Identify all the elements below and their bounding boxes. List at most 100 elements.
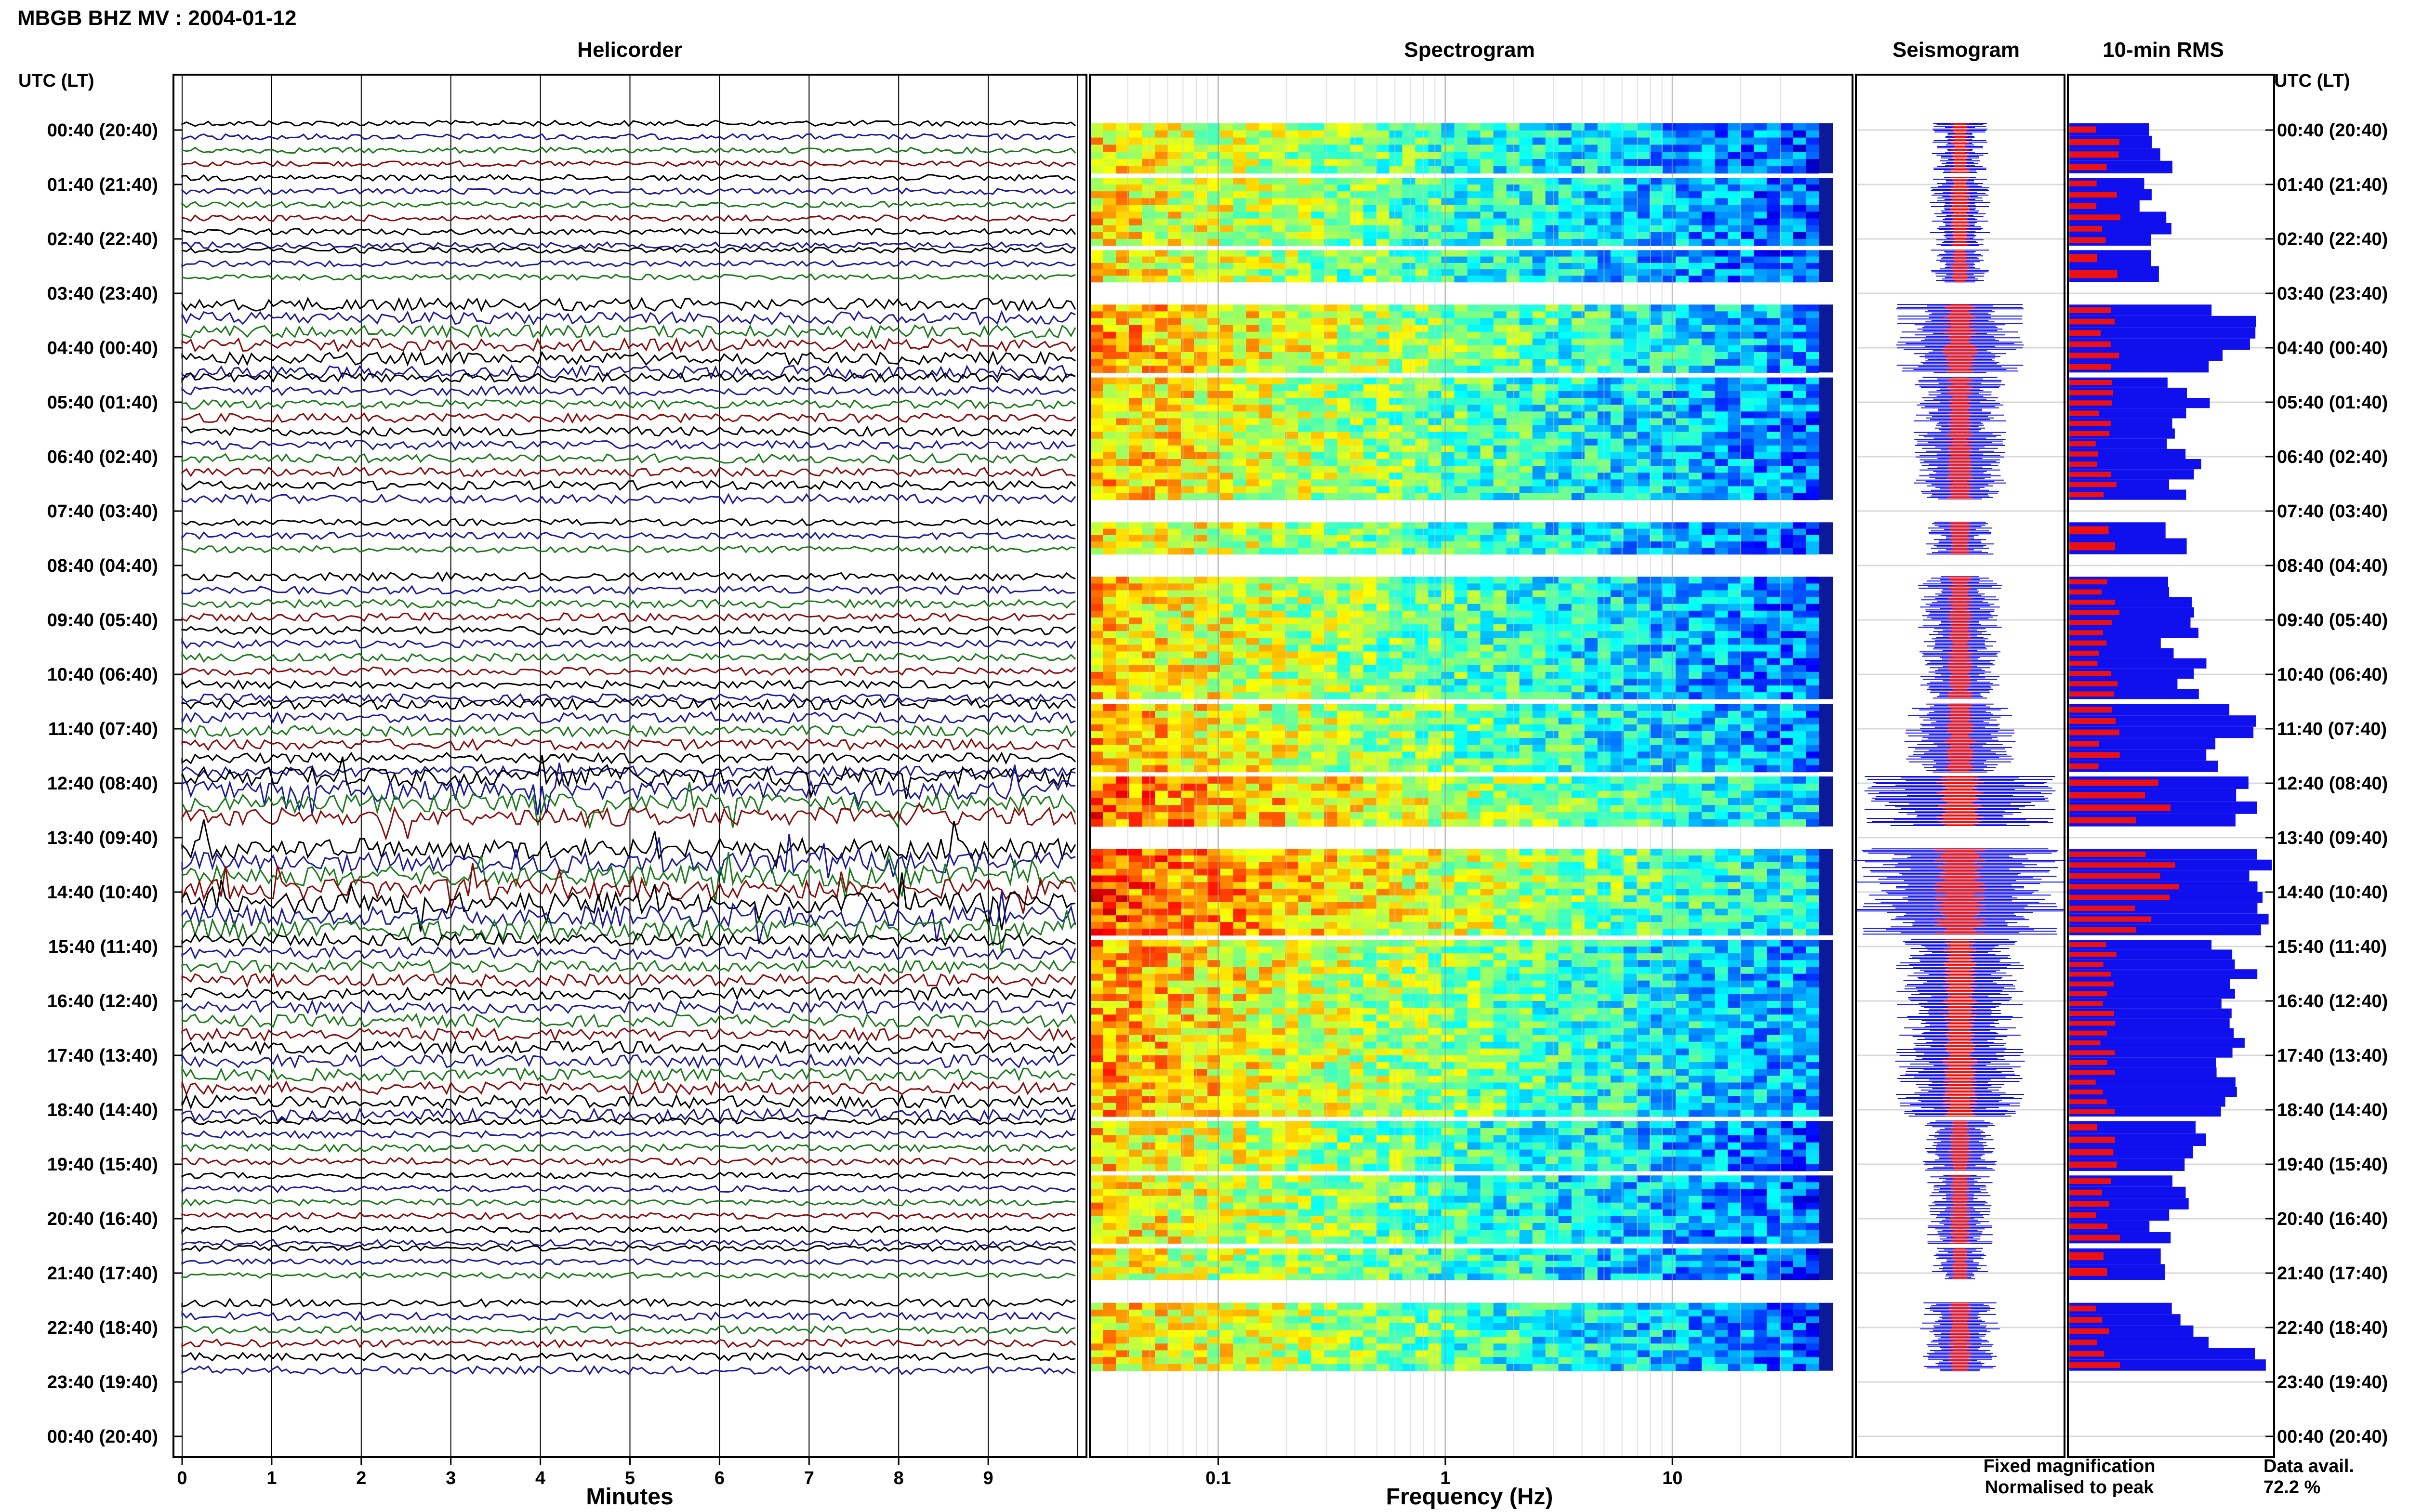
spectrogram-cell <box>1142 198 1155 205</box>
spectrogram-cell <box>1194 256 1207 263</box>
spectrogram-cell <box>1740 738 1754 745</box>
spectrogram-cell <box>1636 432 1650 439</box>
spectrogram-cell <box>1181 724 1194 732</box>
spectrogram-cell <box>1806 159 1819 167</box>
spectrogram-cell <box>1116 798 1129 805</box>
spectrogram-cell <box>1545 665 1559 672</box>
spectrogram-cell <box>1155 359 1168 366</box>
spectrogram-cell <box>1363 159 1377 167</box>
spectrogram-cell <box>1662 473 1676 480</box>
spectrogram-cell <box>1168 366 1181 373</box>
spectrogram-cell <box>1285 522 1298 529</box>
spectrogram-cell <box>1324 218 1337 226</box>
spectrogram-cell <box>1766 583 1780 591</box>
spectrogram-cell <box>1142 359 1155 366</box>
spectrogram-cell <box>1233 263 1246 270</box>
spectrogram-cell <box>1779 679 1793 686</box>
spectrogram-cell <box>1727 710 1741 718</box>
spectrogram-cell <box>1558 790 1572 798</box>
helicorder-trace <box>181 724 1076 738</box>
spectrogram-cell <box>1545 466 1559 473</box>
spectrogram-cell <box>1272 577 1285 584</box>
spectrogram-cell <box>1688 405 1702 412</box>
spectrogram-cell <box>1220 638 1233 645</box>
spectrogram-cell <box>1688 671 1702 679</box>
spectrogram-cell <box>1363 325 1377 332</box>
spectrogram-cell <box>1493 263 1507 270</box>
spectrogram-cell <box>1454 311 1468 319</box>
spectrogram-cell <box>1272 493 1285 500</box>
spectrogram-cell <box>1558 493 1572 500</box>
spectrogram-cell <box>1389 618 1403 625</box>
spectrogram-cell <box>1675 618 1689 625</box>
spectrogram-cell <box>1129 184 1142 192</box>
spectrogram-cell <box>1441 758 1455 766</box>
spectrogram-cell <box>1610 137 1624 145</box>
spectrogram-cell <box>1298 493 1311 500</box>
spectrogram-cell <box>1181 178 1194 185</box>
spectrogram-cell <box>1155 352 1168 359</box>
spectrogram-cell <box>1376 731 1390 738</box>
spectrogram-cell <box>1324 178 1337 185</box>
spectrogram-cell <box>1793 738 1806 745</box>
spectrogram-cell <box>1623 191 1637 198</box>
spectrogram-cell <box>1415 604 1429 611</box>
spectrogram-cell <box>1116 535 1129 542</box>
spectrogram-cell <box>1194 250 1207 257</box>
spectrogram-cell <box>1298 692 1311 699</box>
spectrogram-cell <box>1168 631 1181 638</box>
spectrogram-cell <box>1506 438 1520 446</box>
spectrogram-cell <box>1806 184 1819 192</box>
spectrogram-cell <box>1649 123 1663 131</box>
spectrogram-cell <box>1793 473 1806 480</box>
spectrogram-cell <box>1636 211 1650 219</box>
spectrogram-cell <box>1558 398 1572 405</box>
spectrogram-cell <box>1779 391 1793 398</box>
spectrogram-cell <box>1779 658 1793 666</box>
spectrogram-cell <box>1636 541 1650 548</box>
spectrogram-cell <box>1441 198 1455 205</box>
spectrogram-cell <box>1207 345 1220 353</box>
spectrogram-cell <box>1480 751 1494 759</box>
spectrogram-cell <box>1714 152 1728 159</box>
spectrogram-cell <box>1806 745 1819 752</box>
spectrogram-cell <box>1350 731 1363 738</box>
spectrogram-cell <box>1662 137 1676 145</box>
spectrogram-cell <box>1793 679 1806 686</box>
spectrogram-cell <box>1714 377 1728 385</box>
spectrogram-cell <box>1363 438 1377 446</box>
spectrogram-cell <box>1259 325 1272 332</box>
spectrogram-cell <box>1675 758 1689 766</box>
spectrogram-cell <box>1753 225 1767 233</box>
spectrogram-cell <box>1168 783 1181 791</box>
spectrogram-cell <box>1272 548 1285 555</box>
spectrogram-cell <box>1753 276 1767 283</box>
spectrogram-cell <box>1806 717 1819 725</box>
spectrogram-cell <box>1194 311 1207 319</box>
spectrogram-cell <box>1337 211 1350 219</box>
spectrogram-cell <box>1155 577 1168 584</box>
spectrogram-cell <box>1480 345 1494 353</box>
spectrogram-cell <box>1298 432 1311 439</box>
spectrogram-cell <box>1298 256 1311 263</box>
spectrogram-cell <box>1389 624 1403 631</box>
spectrogram-cell <box>1350 751 1363 759</box>
spectrogram-cell <box>1753 758 1767 766</box>
spectrogram-cell <box>1220 318 1233 326</box>
spectrogram-cell <box>1467 790 1481 798</box>
spectrogram-cell <box>1766 178 1780 185</box>
spectrogram-cell <box>1285 479 1298 487</box>
spectrogram-cell <box>1701 776 1715 784</box>
spectrogram-cell <box>1662 710 1676 718</box>
spectrogram-cell <box>1571 590 1585 598</box>
spectrogram-cell <box>1311 438 1324 446</box>
spectrogram-cell <box>1623 130 1637 138</box>
spectrogram-cell <box>1090 238 1103 246</box>
spectrogram-cell <box>1675 238 1689 246</box>
spectrogram-cell <box>1532 331 1546 339</box>
spectrogram-cell <box>1103 418 1116 426</box>
spectrogram-cell <box>1688 304 1702 312</box>
spectrogram-cell <box>1571 535 1585 542</box>
spectrogram-cell <box>1806 583 1819 591</box>
spectrogram-cell <box>1376 391 1390 398</box>
